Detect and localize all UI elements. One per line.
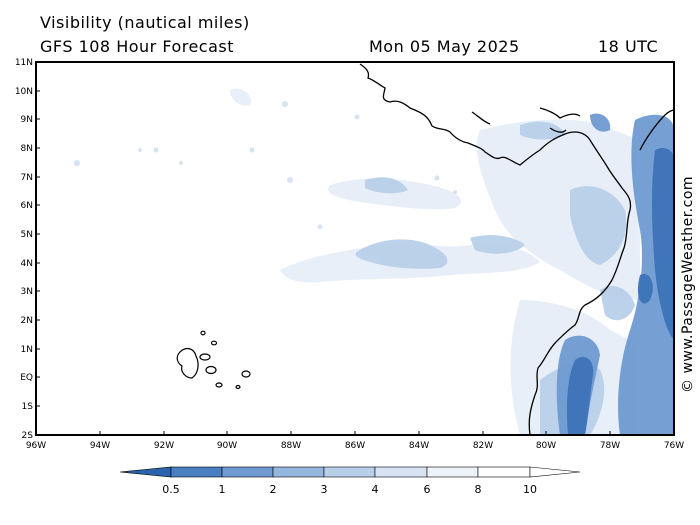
lat-label: 6N (21, 201, 33, 211)
lat-label: 4N (21, 259, 33, 269)
longitude-ticks (35, 431, 675, 435)
lon-label: 94W (90, 441, 110, 451)
legend-swatch (221, 466, 274, 478)
lon-label: 96W (26, 441, 46, 451)
lat-label: EQ (20, 373, 33, 383)
forecast-date: Mon 05 May 2025 (369, 37, 520, 56)
forecast-hour-title: GFS 108 Hour Forecast (40, 37, 235, 56)
coastline (359, 63, 674, 435)
legend-swatch (119, 466, 172, 478)
longitude-labels: 96W 94W 92W 90W 88W 86W 84W 82W 80W 78W … (26, 441, 684, 451)
visibility-legend: 0.5 1 2 3 4 6 8 10 (119, 466, 581, 496)
latitude-labels: 11N 10N 9N 8N 7N 6N 5N 4N 3N 2N 1N EQ 1S… (15, 58, 33, 441)
legend-swatch (323, 466, 376, 478)
legend-swatch (477, 466, 531, 478)
lon-label: 92W (154, 441, 174, 451)
lat-label: 8N (21, 144, 33, 154)
lat-label: 5N (21, 230, 33, 240)
credit-watermark: © www.PassageWeather.com (680, 176, 696, 393)
lat-label: 9N (21, 115, 33, 125)
lon-label: 80W (536, 441, 556, 451)
legend-swatch (426, 466, 479, 478)
lon-label: 90W (217, 441, 237, 451)
legend-label: 3 (321, 483, 328, 496)
lon-label: 82W (473, 441, 493, 451)
lat-label: 1N (21, 345, 33, 355)
forecast-time: 18 UTC (598, 37, 659, 56)
lon-label: 88W (281, 441, 301, 451)
legend-label: 2 (270, 483, 277, 496)
legend-label: 4 (372, 483, 379, 496)
lat-label: 1S (22, 402, 34, 412)
map-variable-title: Visibility (nautical miles) (40, 13, 250, 32)
legend-swatch (272, 466, 325, 478)
latitude-ticks (36, 61, 40, 436)
legend-label: 0.5 (162, 483, 180, 496)
lat-label: 3N (21, 287, 33, 297)
lat-label: 7N (21, 173, 33, 183)
legend-label: 8 (475, 483, 482, 496)
credit-text: © www.PassageWeather.com (680, 176, 696, 393)
lat-label: 11N (15, 58, 33, 68)
legend-swatch (170, 466, 223, 478)
lat-label: 2N (21, 316, 33, 326)
lon-label: 76W (664, 441, 684, 451)
legend-label: 10 (523, 483, 537, 496)
lon-label: 78W (600, 441, 620, 451)
legend-swatch (529, 466, 581, 478)
lon-label: 86W (345, 441, 365, 451)
lon-label: 84W (409, 441, 429, 451)
visibility-field (36, 62, 674, 435)
legend-label: 6 (424, 483, 431, 496)
lat-label: 10N (15, 87, 33, 97)
legend-label: 1 (219, 483, 226, 496)
legend-swatch (374, 466, 428, 478)
galapagos-islands (176, 330, 251, 390)
lat-label: 2S (22, 431, 34, 441)
